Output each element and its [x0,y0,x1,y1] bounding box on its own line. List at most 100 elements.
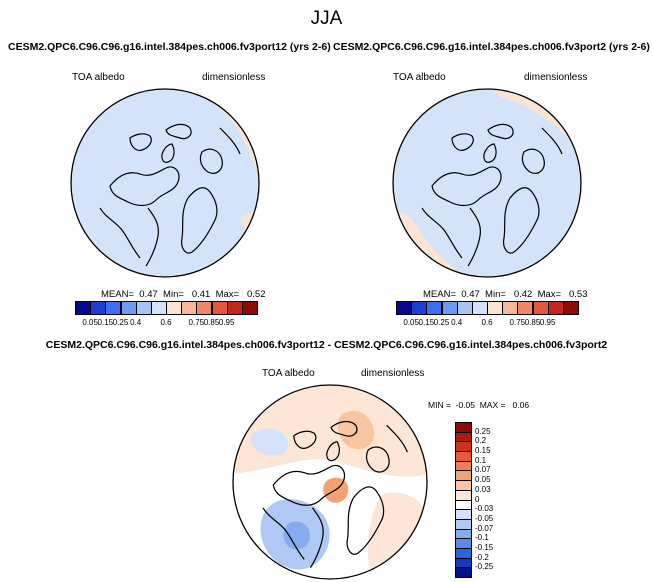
panel1-colorbar-box [90,301,107,315]
panel1-title: CESM2.QPC6.C96.C96.g16.intel.384pes.ch00… [8,41,331,53]
panel3-colorbar: 0.25 0.2 0.15 0.1 0.07 0.05 0.03 0 -0.03 -0.05 -0.… [455,422,505,578]
panel1-variable-label: TOA albedo [72,72,125,83]
panel2-colorbar-label: 0.6 [481,318,493,327]
panel3-colorbar-label: -0.05 [475,513,494,523]
panel1-colorbar-box [135,301,152,315]
panel2-colorbar-box [532,301,549,315]
panel1-coastline [99,207,141,259]
panel2-colorbar-label: 0.95 [539,318,556,327]
panel3-coastline [272,464,346,506]
panel2-coastline [431,166,502,207]
panel1-coastline [219,127,241,155]
panel3-colorbar-label: 0.2 [475,436,487,446]
panel2-coastline [467,207,481,267]
panel3-colorbar-label: 0.03 [475,484,491,494]
panel1-colorbar-label: 0.75 [188,318,205,327]
panel3-coastline [386,424,408,453]
panel3-colorbar-label: -0.25 [475,562,494,572]
panel3-map-border [232,384,428,580]
panel2-colorbar-box [396,301,413,315]
panel2-coastline [421,207,463,259]
panel2-colorbar-box [456,301,473,315]
panel1-colorbar-label: 0.15 [97,318,114,327]
panel3-field-patch [283,521,310,550]
panel1-map-border [70,88,260,278]
panel1-colorbar-label: 0.4 [130,318,142,327]
panel2-stats: MEAN= 0.47 Min= 0.42 Max= 0.53 [423,289,588,300]
panel2-coastline [487,123,514,140]
panel1-polar-map [70,88,260,278]
panel2-colorbar-box [411,301,428,315]
panel1-colorbar-label: 0.85 [203,318,220,327]
panel2-colorbar-label: 0.4 [451,318,463,327]
panel2-colorbar-box [471,301,488,315]
panel1-colorbar-box [105,301,122,315]
season-title: JJA [310,8,343,29]
panel3-coastline [293,430,317,449]
panel3-colorbar-label: 0.25 [475,426,491,436]
panel1-colorbar-label: 0.25 [112,318,129,327]
panel1-coastline [161,143,175,163]
panel3-coastline [326,441,340,462]
panel2-coastline [541,127,563,155]
panel3-colorbar-label: 0.05 [475,475,491,485]
panel1-colorbar-box [211,301,228,315]
panel1-units-label: dimensionless [202,72,266,83]
panel3-field-patch [337,410,375,450]
panel3-coastline [262,507,305,560]
panel3-field-patch [250,428,289,456]
panel3-coastline [346,486,385,555]
panel2-colorbar-box [517,301,534,315]
panel1-colorbar-box [75,301,92,315]
panel1-colorbar-box [120,301,137,315]
panel2-colorbar-box [426,301,443,315]
panel3-coastline [365,446,390,473]
panel1-colorbar-box [241,301,258,315]
panel2-colorbar-label: 0.05 [403,318,419,327]
panel2-colorbar-box [487,301,504,315]
panel3-colorbar-label: 0 [475,494,480,504]
panel3-colorbar-label: 0.07 [475,465,491,475]
panel1-colorbar-box [150,301,167,315]
panel3-colorbar-box [455,567,472,578]
panel2-map-border [392,88,582,278]
panel2-coastline [451,133,474,151]
panel3-units-label: dimensionless [361,368,425,379]
panel1-coastline [181,187,218,254]
panel2-coastline [521,148,545,174]
panel2-title: CESM2.QPC6.C96.C96.g16.intel.384pes.ch00… [333,41,650,53]
panel3-title: CESM2.QPC6.C96.C96.g16.intel.384pes.ch00… [45,339,608,351]
panel1-coastline [165,123,192,140]
panel2-colorbar-box [547,301,564,315]
panel1-colorbar-label: 0.95 [218,318,235,327]
panel3-colorbar-label: -0.07 [475,523,494,533]
panel3-coastline [309,507,324,568]
panel1-colorbar-box [181,301,198,315]
panel3-stats: MIN = -0.05 MAX = 0.06 [428,400,530,410]
panel1-field-background [71,89,259,277]
panel1-coastline [129,133,152,151]
panel3-colorbar-label: -0.15 [475,542,494,552]
panel1-colorbar-label: 0.6 [160,318,172,327]
panel2-coastline [483,143,497,163]
panel3-polar-map [232,384,428,580]
panel3-colorbar-label: -0.03 [475,504,494,514]
panel1-coastline [199,148,223,174]
panel2-colorbar-label: 0.25 [433,318,450,327]
panel3-colorbar-label: -0.1 [475,533,489,543]
panel1-coastline [145,207,159,267]
panel2-colorbar-box [562,301,579,315]
panel2-colorbar-label: 0.75 [509,318,526,327]
panel2-field-background [393,89,581,277]
panel3-colorbar-label: 0.15 [475,446,491,456]
panel1-colorbar-box [226,301,243,315]
panel2-colorbar-label: 0.85 [524,318,541,327]
panel3-variable-label: TOA albedo [262,368,315,379]
panel2-coastline [503,187,540,254]
panel2-variable-label: TOA albedo [393,72,446,83]
panel2-polar-map [392,88,582,278]
panel1-coastline [109,166,180,207]
panel1-colorbar-box [196,301,213,315]
panel1-colorbar: 0.05 0.15 0.25 0.4 0.6 0.75 0.85 0.95 [75,301,258,327]
panel2-colorbar: 0.05 0.15 0.25 0.4 0.6 0.75 0.85 0.95 [396,301,579,327]
